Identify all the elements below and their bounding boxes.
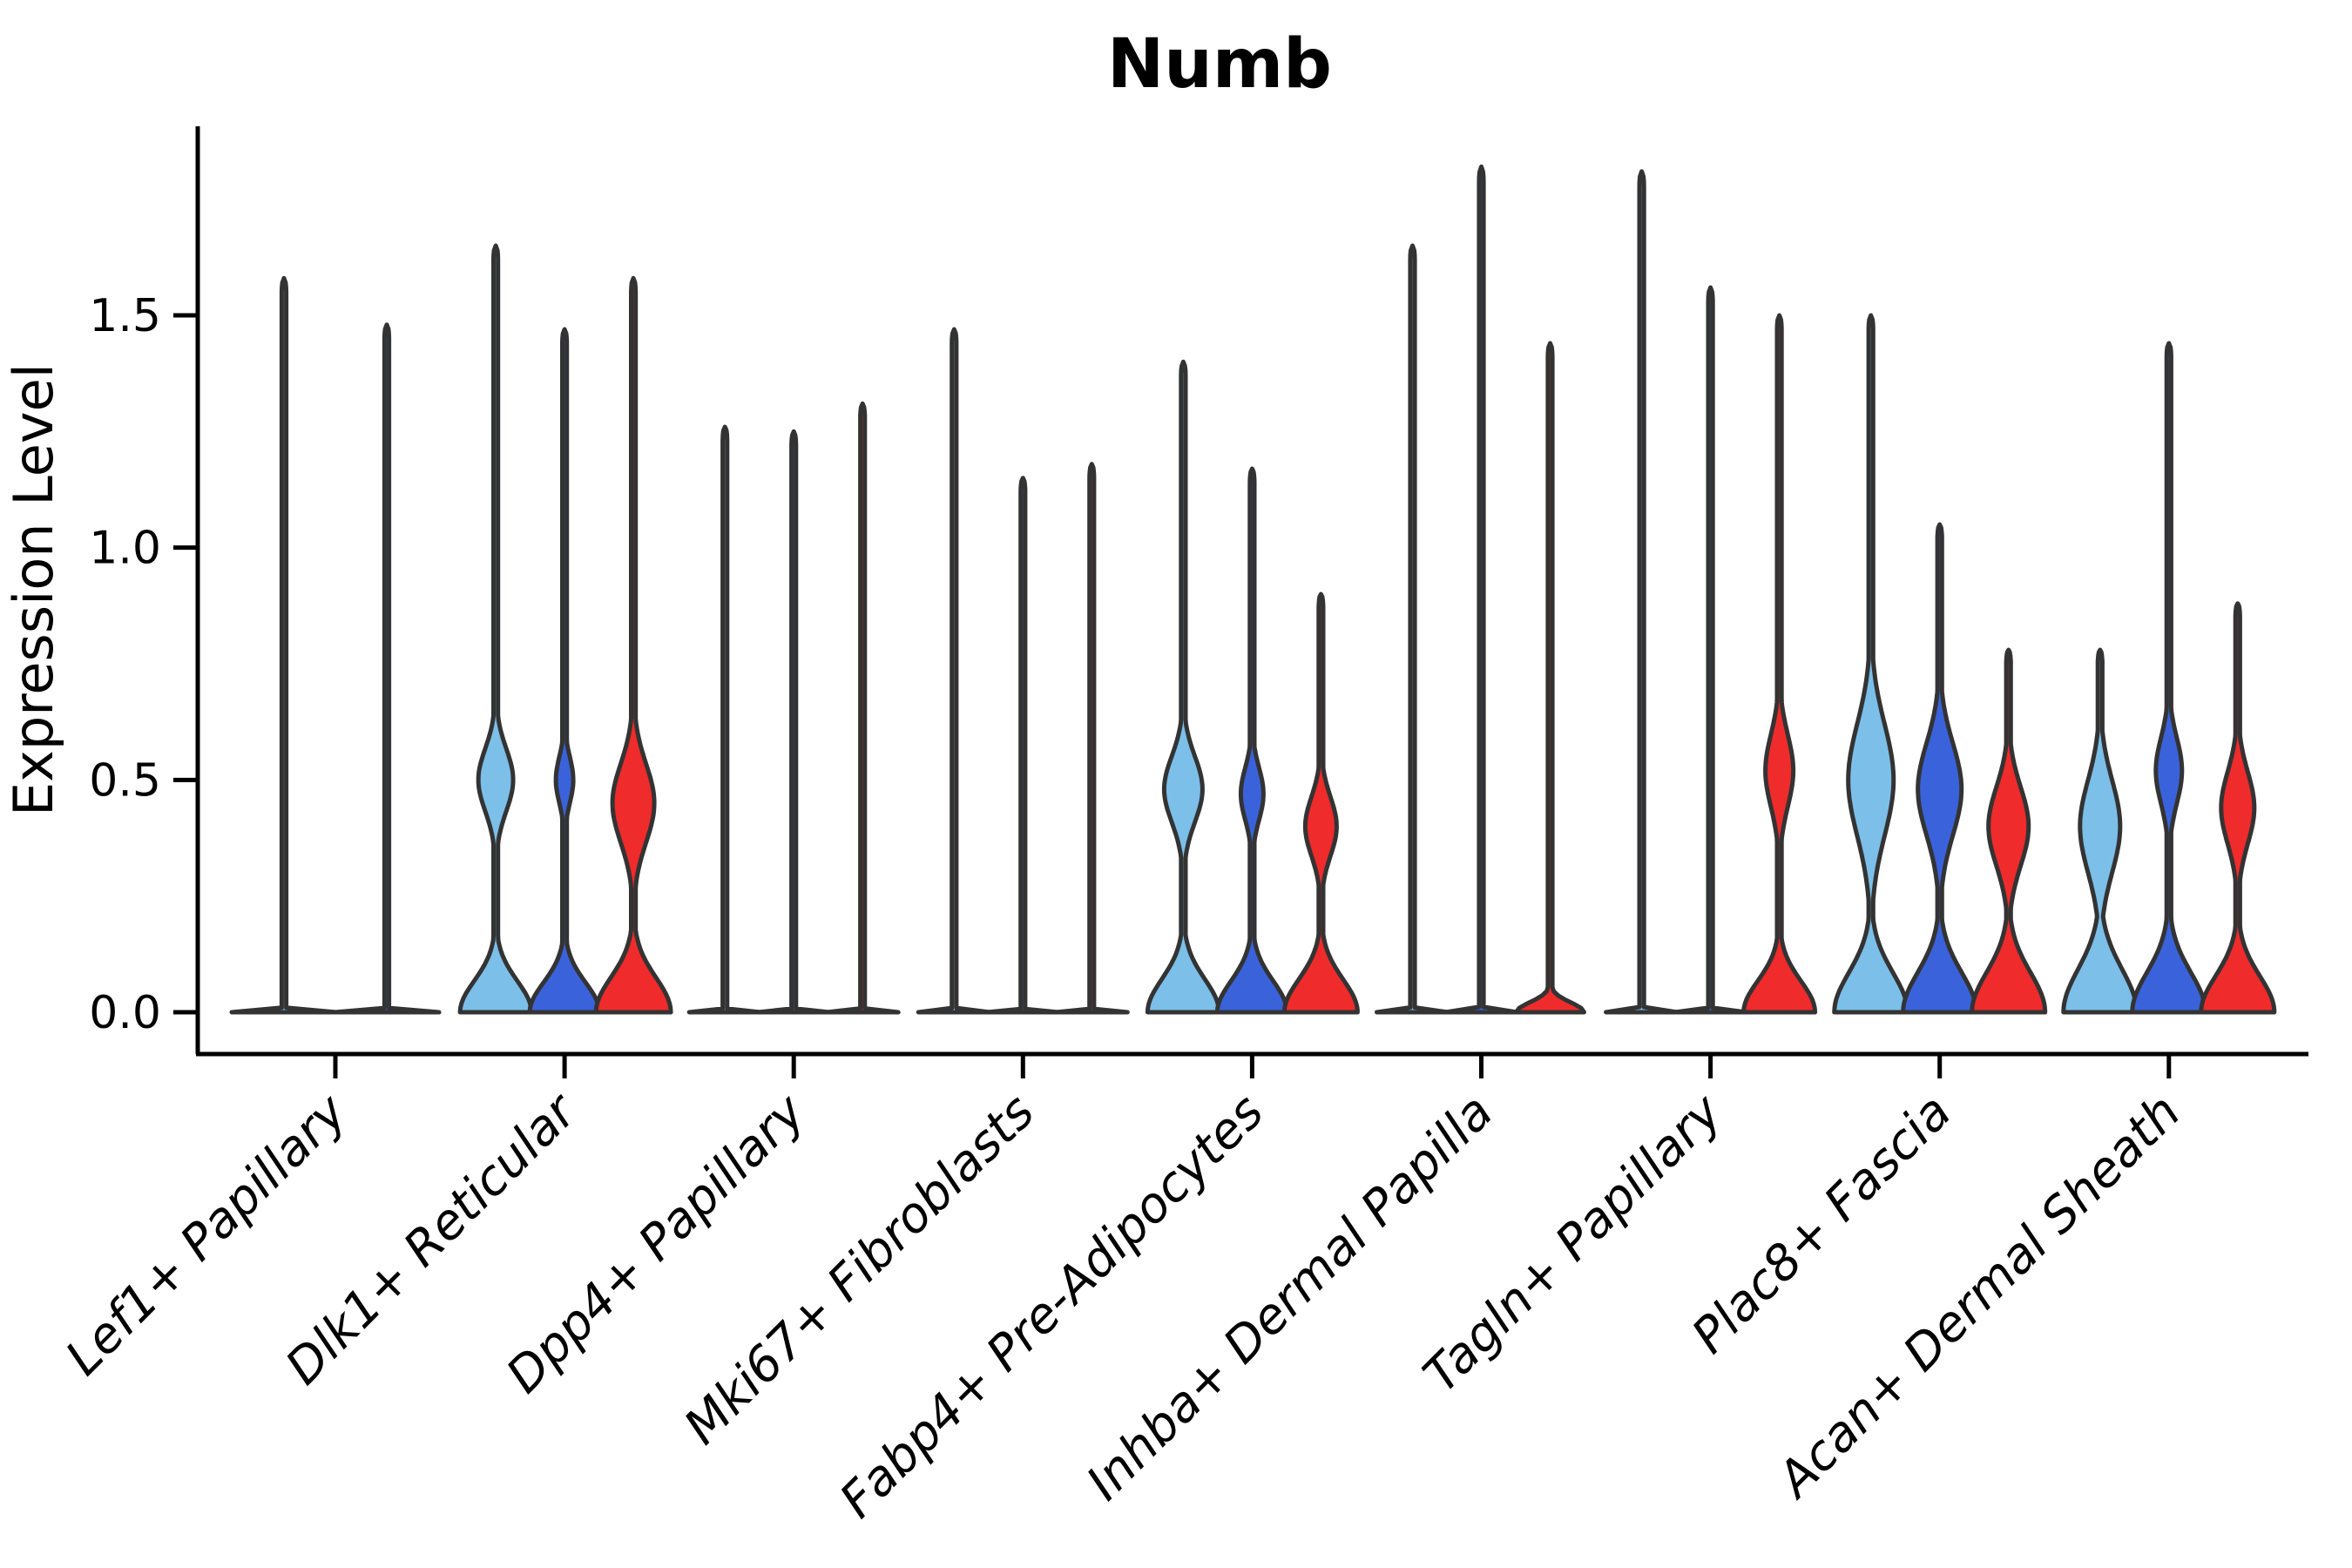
violin-tagln-papillary-light_blue (1604, 169, 1680, 1015)
violin-lef1-papillary-light_blue (229, 275, 339, 1015)
y-tick-label-0.0: 0.0 (89, 987, 161, 1039)
violin-fabp4-pre-adipocytes-red (1281, 591, 1360, 1015)
violin-dlk1-reticular-light_blue (457, 243, 534, 1015)
chart-title: Numb (1107, 25, 1332, 104)
violin-fabp4-pre-adipocytes-light_blue (1145, 359, 1221, 1015)
violin-plac8-fascia-dark_blue (1901, 522, 1979, 1015)
y-tick-label-0.5: 0.5 (89, 754, 161, 807)
violin-dpp4-papillary-dark_blue (755, 429, 832, 1015)
violin-fabp4-pre-adipocytes-dark_blue (1214, 466, 1289, 1015)
violin-tagln-papillary-dark_blue (1673, 285, 1749, 1015)
violin-tagln-papillary-red (1741, 313, 1818, 1015)
violin-dpp4-papillary-light_blue (686, 424, 763, 1015)
x-tick-label-inhba-dermal-papilla: Inhba+ Dermal Papilla (1076, 1084, 1504, 1511)
violin-inhba-dermal-papilla-red (1514, 341, 1586, 1015)
violin-inhba-dermal-papilla-dark_blue (1443, 164, 1519, 1015)
violin-mki67-fibroblasts-red (1053, 462, 1130, 1015)
violin-plac8-fascia-red (1970, 647, 2048, 1015)
violin-inhba-dermal-papilla-light_blue (1375, 243, 1450, 1015)
violin-mki67-fibroblasts-dark_blue (984, 476, 1061, 1015)
violin-plac8-fascia-light_blue (1832, 313, 1910, 1015)
violin-dlk1-reticular-red (593, 275, 673, 1015)
x-tick-label-fabp4-pre-adipocytes: Fabp4+ Pre-Adipocytes (829, 1084, 1274, 1529)
violin-acan-dermal-sheath-red (2199, 601, 2277, 1015)
y-axis-label: Expression Level (2, 363, 65, 816)
x-tick-label-acan-dermal-sheath: Acan+ Dermal Sheath (1766, 1084, 2192, 1510)
violin-dpp4-papillary-red (824, 401, 901, 1015)
violin-acan-dermal-sheath-dark_blue (2130, 341, 2208, 1015)
violin-dlk1-reticular-dark_blue (527, 327, 602, 1015)
violin-mki67-fibroblasts-light_blue (916, 327, 992, 1015)
violin-acan-dermal-sheath-light_blue (2061, 647, 2139, 1015)
y-tick-label-1.0: 1.0 (89, 523, 161, 575)
y-tick-label-1.5: 1.5 (89, 290, 161, 342)
violin-lef1-papillary-dark_blue (332, 322, 442, 1015)
